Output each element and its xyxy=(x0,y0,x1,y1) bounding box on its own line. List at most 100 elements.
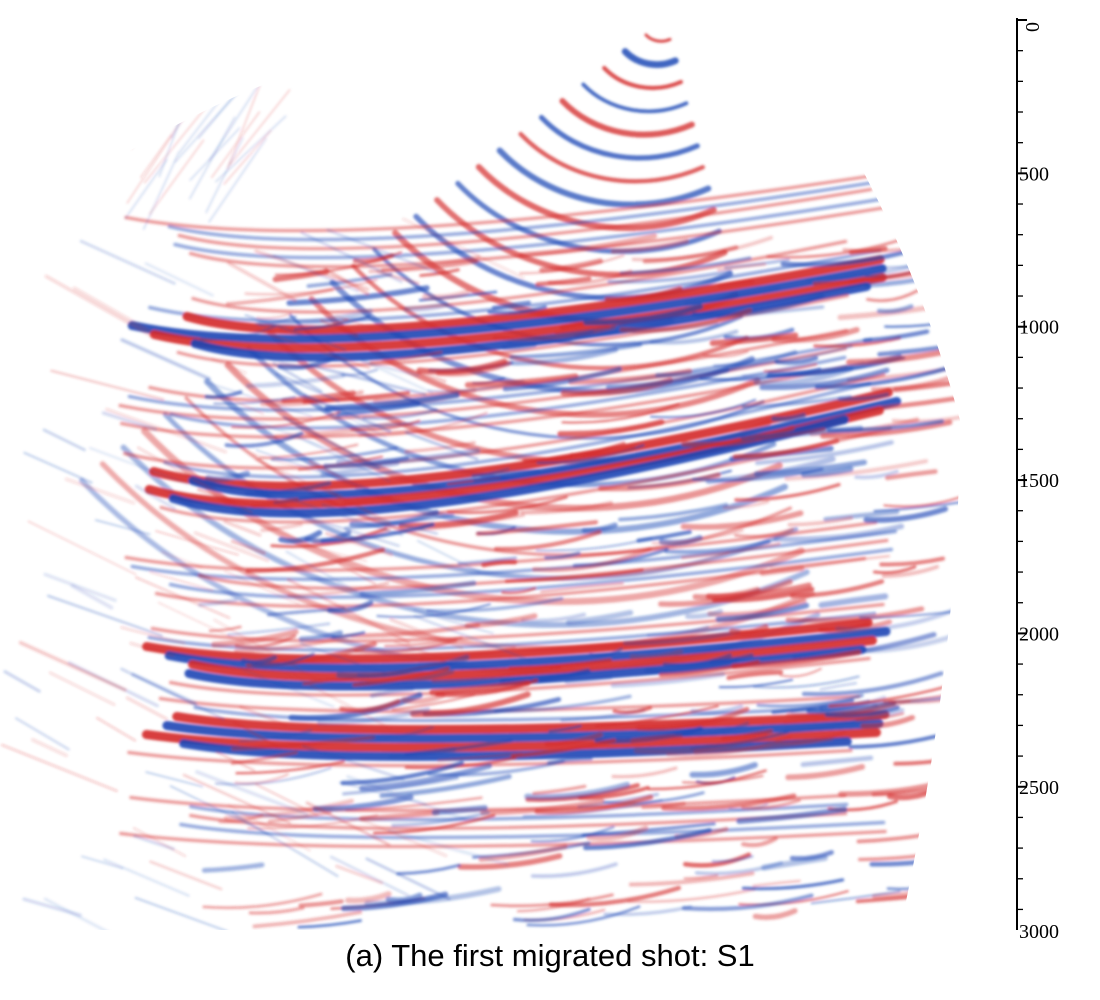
reflection-event xyxy=(519,501,613,515)
reflection-event xyxy=(876,304,914,314)
reflection-event xyxy=(335,654,470,679)
depth-tick-label: 3000 xyxy=(1019,921,1059,940)
reflection-event xyxy=(174,89,240,163)
reflection-event xyxy=(518,233,658,258)
reflection-event xyxy=(135,576,231,619)
reflection-event xyxy=(475,163,717,231)
reflection-event xyxy=(583,828,712,851)
reflection-event xyxy=(530,862,618,879)
reflection-event xyxy=(416,358,508,375)
reflection-event xyxy=(309,364,427,396)
reflection-event xyxy=(464,373,579,388)
reflection-event xyxy=(215,115,287,183)
reflection-event xyxy=(302,393,392,433)
reflection-event xyxy=(578,785,650,801)
reflection-event xyxy=(872,565,917,575)
reflection-event xyxy=(835,605,960,632)
reflection-event xyxy=(319,318,359,337)
reflection-event xyxy=(22,897,82,917)
reflection-event xyxy=(359,580,477,597)
reflection-event xyxy=(496,147,712,208)
reflection-event xyxy=(145,771,204,788)
reflection-event xyxy=(717,262,767,272)
reflection-event xyxy=(561,403,680,424)
reflection-event xyxy=(274,251,403,277)
reflection-event xyxy=(544,551,581,560)
reflection-event xyxy=(722,500,770,509)
reflection-event xyxy=(619,256,752,275)
reflection-event xyxy=(381,359,447,383)
reflection-event xyxy=(149,571,214,592)
reflection-event xyxy=(581,82,689,114)
reflection-event xyxy=(540,582,624,593)
reflection-event xyxy=(759,565,805,576)
reflection-event xyxy=(72,286,154,335)
reflection-event xyxy=(685,608,724,620)
reflection-event xyxy=(169,355,847,430)
reflection-event xyxy=(168,547,894,600)
reflection-event xyxy=(231,735,376,751)
reflection-event xyxy=(225,396,264,415)
reflection-event xyxy=(784,459,929,481)
reflection-event xyxy=(718,678,794,689)
reflection-event xyxy=(404,756,517,770)
reflection-event xyxy=(120,626,186,645)
reflection-event xyxy=(891,398,960,424)
reflection-event xyxy=(501,587,537,595)
reflection-event xyxy=(394,640,443,660)
reflection-event xyxy=(654,349,798,378)
reflection-event xyxy=(338,781,428,806)
reflection-event xyxy=(431,664,562,683)
reflection-event xyxy=(801,671,944,697)
reflection-event xyxy=(127,264,887,344)
reflection-event xyxy=(674,721,750,737)
reflection-event xyxy=(859,604,960,619)
reflection-event xyxy=(125,696,168,721)
reflection-event xyxy=(211,629,299,648)
reflection-event xyxy=(557,419,665,437)
reflection-event xyxy=(888,690,960,704)
reflection-event xyxy=(349,622,481,638)
reflection-event xyxy=(402,217,525,280)
reflection-event xyxy=(773,523,905,543)
reflection-event xyxy=(818,593,889,609)
reflection-event xyxy=(162,719,884,744)
reflection-event xyxy=(47,594,163,637)
reflection-event xyxy=(334,315,386,333)
reflection-event xyxy=(345,891,392,904)
figure-caption: (a) The first migrated shot: S1 xyxy=(345,938,755,973)
reflection-event xyxy=(610,238,689,254)
reflection-event xyxy=(287,581,390,598)
reflection-event xyxy=(293,499,404,537)
reflection-event xyxy=(131,672,198,706)
reflection-event xyxy=(499,668,591,685)
reflection-event xyxy=(619,307,753,334)
reflection-event xyxy=(261,524,371,570)
reflection-event xyxy=(227,804,311,852)
reflection-event xyxy=(636,529,692,543)
reflection-event xyxy=(510,347,619,366)
reflection-event xyxy=(365,857,451,901)
reflection-event xyxy=(148,139,205,215)
reflection-event xyxy=(298,630,343,642)
reflection-event xyxy=(780,247,916,268)
reflection-event xyxy=(372,813,496,835)
reflection-event xyxy=(362,408,438,420)
reflection-event xyxy=(873,498,960,513)
reflection-event xyxy=(369,686,415,698)
depth-axis-ticks: 0 500 1000 1500 2000 2500 3000 xyxy=(1017,19,1059,940)
reflection-event xyxy=(819,682,858,691)
reflection-event xyxy=(683,874,719,880)
reflection-event xyxy=(124,159,168,219)
reflection-event xyxy=(285,550,360,595)
reflection-event xyxy=(508,658,612,671)
reflection-event xyxy=(410,691,531,718)
reflection-event xyxy=(398,509,519,529)
reflection-event xyxy=(635,706,750,731)
reflection-event xyxy=(734,482,841,502)
reflection-event xyxy=(848,734,938,749)
reflection-event xyxy=(229,89,291,166)
reflection-event xyxy=(681,542,781,560)
reflection-event xyxy=(338,562,377,585)
reflection-event xyxy=(286,285,430,306)
